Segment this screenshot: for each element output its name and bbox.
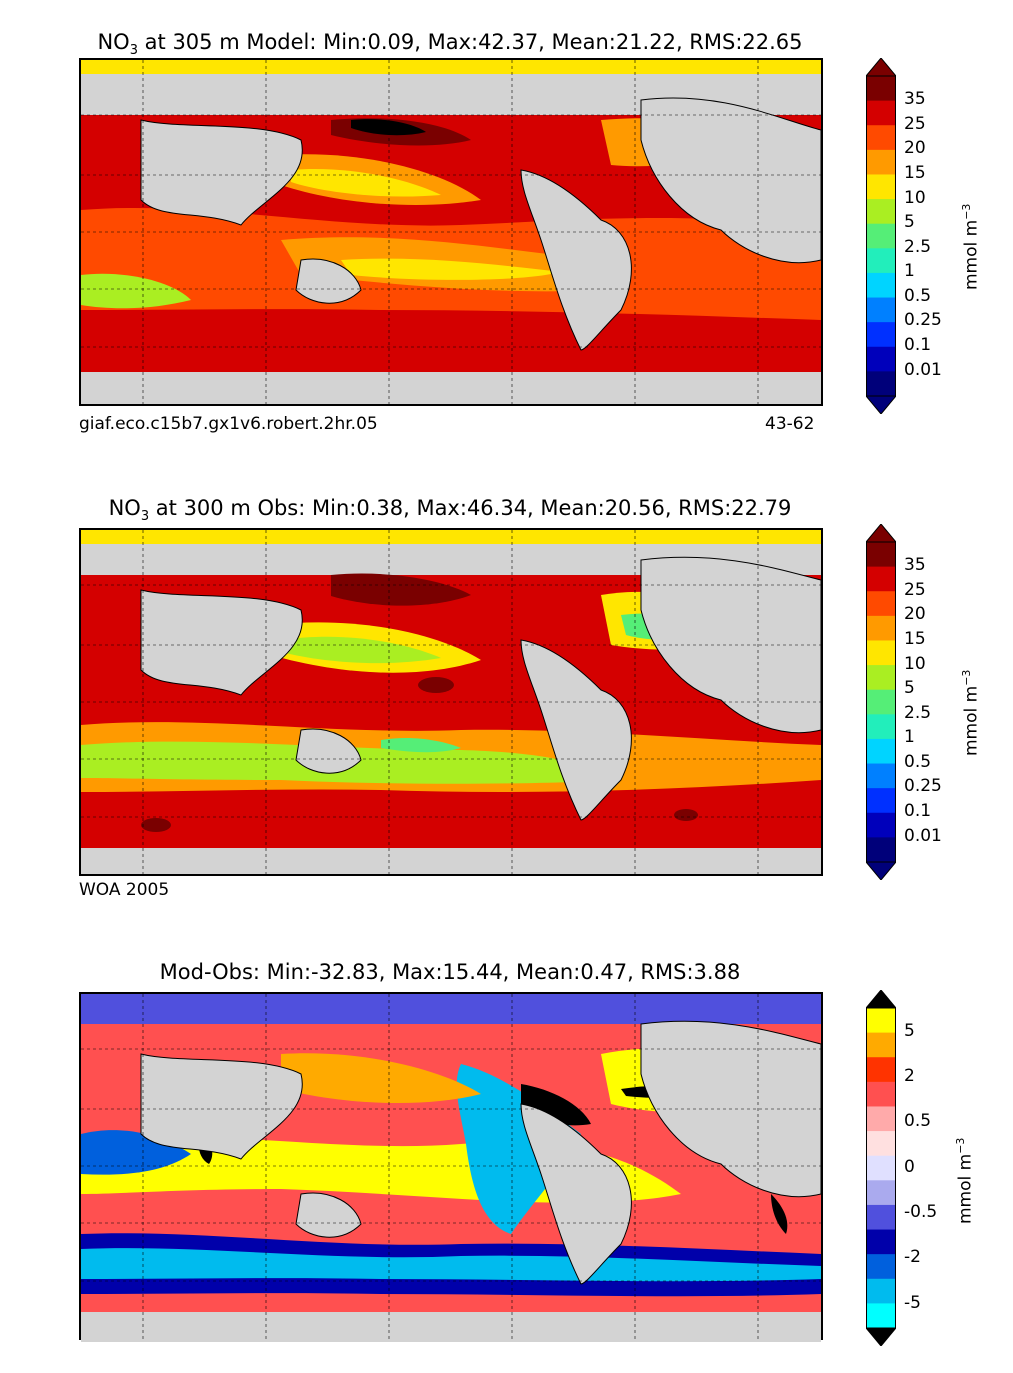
colorbar-segment [866, 1180, 896, 1206]
obs-colorbar-tick: 15 [904, 629, 926, 649]
model-title: NO3 at 305 m Model: Min:0.09, Max:42.37,… [97, 30, 803, 58]
model-colorbar-tick: 10 [904, 188, 926, 208]
colorbar-segment [866, 591, 896, 617]
diff-colorbar-tick: -2 [904, 1247, 921, 1267]
obs-colorbar [864, 523, 898, 884]
colorbar-segment [866, 665, 896, 691]
model-years-label: 43-62 [765, 414, 815, 434]
model-colorbar-tick: 35 [904, 89, 926, 109]
model-colorbar-tick: 2.5 [904, 237, 932, 257]
diff-map-field [81, 994, 822, 1342]
obs-colorbar-tick: 0.25 [904, 776, 942, 796]
obs-colorbar-tick: 35 [904, 555, 926, 575]
colorbar-segment [866, 1155, 896, 1181]
colorbar-segment [866, 763, 896, 789]
obs-colorbar-tick: 20 [904, 604, 926, 624]
model-run-label: giaf.eco.c15b7.gx1v6.robert.2hr.05 [79, 414, 378, 434]
diff-colorbar [864, 989, 898, 1350]
colorbar-segment [866, 1008, 896, 1034]
model-map [79, 58, 823, 406]
colorbar-segment [866, 1229, 896, 1255]
colorbar-segment [866, 322, 896, 348]
obs-title: NO3 at 300 m Obs: Min:0.38, Max:46.34, M… [108, 496, 792, 524]
colorbar-segment [866, 1278, 896, 1304]
colorbar-segment [866, 689, 896, 715]
obs-colorbar-svg [864, 523, 898, 881]
model-colorbar-tick: 15 [904, 163, 926, 183]
diff-colorbar-tick: -5 [904, 1293, 921, 1313]
model-colorbar-unit: mmol m−3 [960, 203, 982, 290]
model-colorbar [864, 57, 898, 418]
model-colorbar-tick: 0.01 [904, 360, 942, 380]
colorbar-segment [866, 812, 896, 838]
obs-source-label: WOA 2005 [79, 880, 170, 900]
colorbar-segment [866, 272, 896, 299]
obs-colorbar-tick: 0.01 [904, 826, 942, 846]
colorbar-segment [866, 248, 896, 274]
diff-colorbar-tick: 0.5 [904, 1111, 932, 1131]
model-colorbar-tick: 0.1 [904, 335, 932, 355]
colorbar-segment [866, 1081, 896, 1107]
model-colorbar-svg [864, 57, 898, 415]
colorbar-segment [866, 1032, 896, 1058]
diff-colorbar-svg [864, 989, 898, 1347]
colorbar-segment [866, 1131, 896, 1157]
diff-colorbar-unit: mmol m−3 [954, 1137, 976, 1224]
colorbar-segment [866, 1254, 896, 1280]
colorbar-segment [866, 837, 896, 863]
obs-colorbar-tick: 5 [904, 678, 915, 698]
obs-colorbar-tick: 1 [904, 727, 915, 747]
model-map-field [81, 60, 822, 404]
colorbar-segment [866, 542, 896, 568]
colorbar-segment [866, 615, 896, 641]
colorbar-segment [866, 199, 896, 225]
colorbar-segment [866, 371, 896, 397]
model-colorbar-tick: 0.5 [904, 286, 932, 306]
diff-colorbar-tick: 5 [904, 1021, 915, 1041]
colorbar-segment [866, 297, 896, 323]
diff-colorbar-tick: 2 [904, 1066, 915, 1086]
colorbar-segment [866, 76, 896, 102]
obs-colorbar-tick: 0.5 [904, 752, 932, 772]
colorbar-segment [866, 1106, 896, 1132]
colorbar-segment [866, 1204, 896, 1231]
colorbar-segment [866, 788, 896, 814]
diff-colorbar-tick: -0.5 [904, 1202, 938, 1222]
model-colorbar-tick: 25 [904, 114, 926, 134]
colorbar-segment [866, 640, 896, 666]
colorbar-segment [866, 346, 896, 372]
colorbar-segment [866, 566, 896, 592]
colorbar-segment [866, 100, 896, 126]
obs-colorbar-tick: 0.1 [904, 801, 932, 821]
colorbar-segment [866, 174, 896, 200]
obs-colorbar-tick: 2.5 [904, 703, 932, 723]
model-colorbar-tick: 20 [904, 138, 926, 158]
obs-map-field [81, 530, 822, 874]
colorbar-segment [866, 1303, 896, 1329]
colorbar-segment [866, 149, 896, 175]
model-colorbar-tick: 0.25 [904, 310, 942, 330]
diff-title: Mod-Obs: Min:-32.83, Max:15.44, Mean:0.4… [159, 960, 741, 984]
obs-colorbar-tick: 25 [904, 580, 926, 600]
model-colorbar-tick: 1 [904, 261, 915, 281]
obs-colorbar-tick: 10 [904, 654, 926, 674]
colorbar-segment [866, 714, 896, 740]
colorbar-segment [866, 1057, 896, 1083]
colorbar-segment [866, 738, 896, 765]
model-colorbar-tick: 5 [904, 212, 915, 232]
diff-map [79, 992, 823, 1342]
colorbar-segment [866, 125, 896, 151]
obs-map [79, 528, 823, 876]
colorbar-segment [866, 223, 896, 249]
obs-colorbar-unit: mmol m−3 [960, 669, 982, 756]
diff-colorbar-tick: 0 [904, 1157, 915, 1177]
